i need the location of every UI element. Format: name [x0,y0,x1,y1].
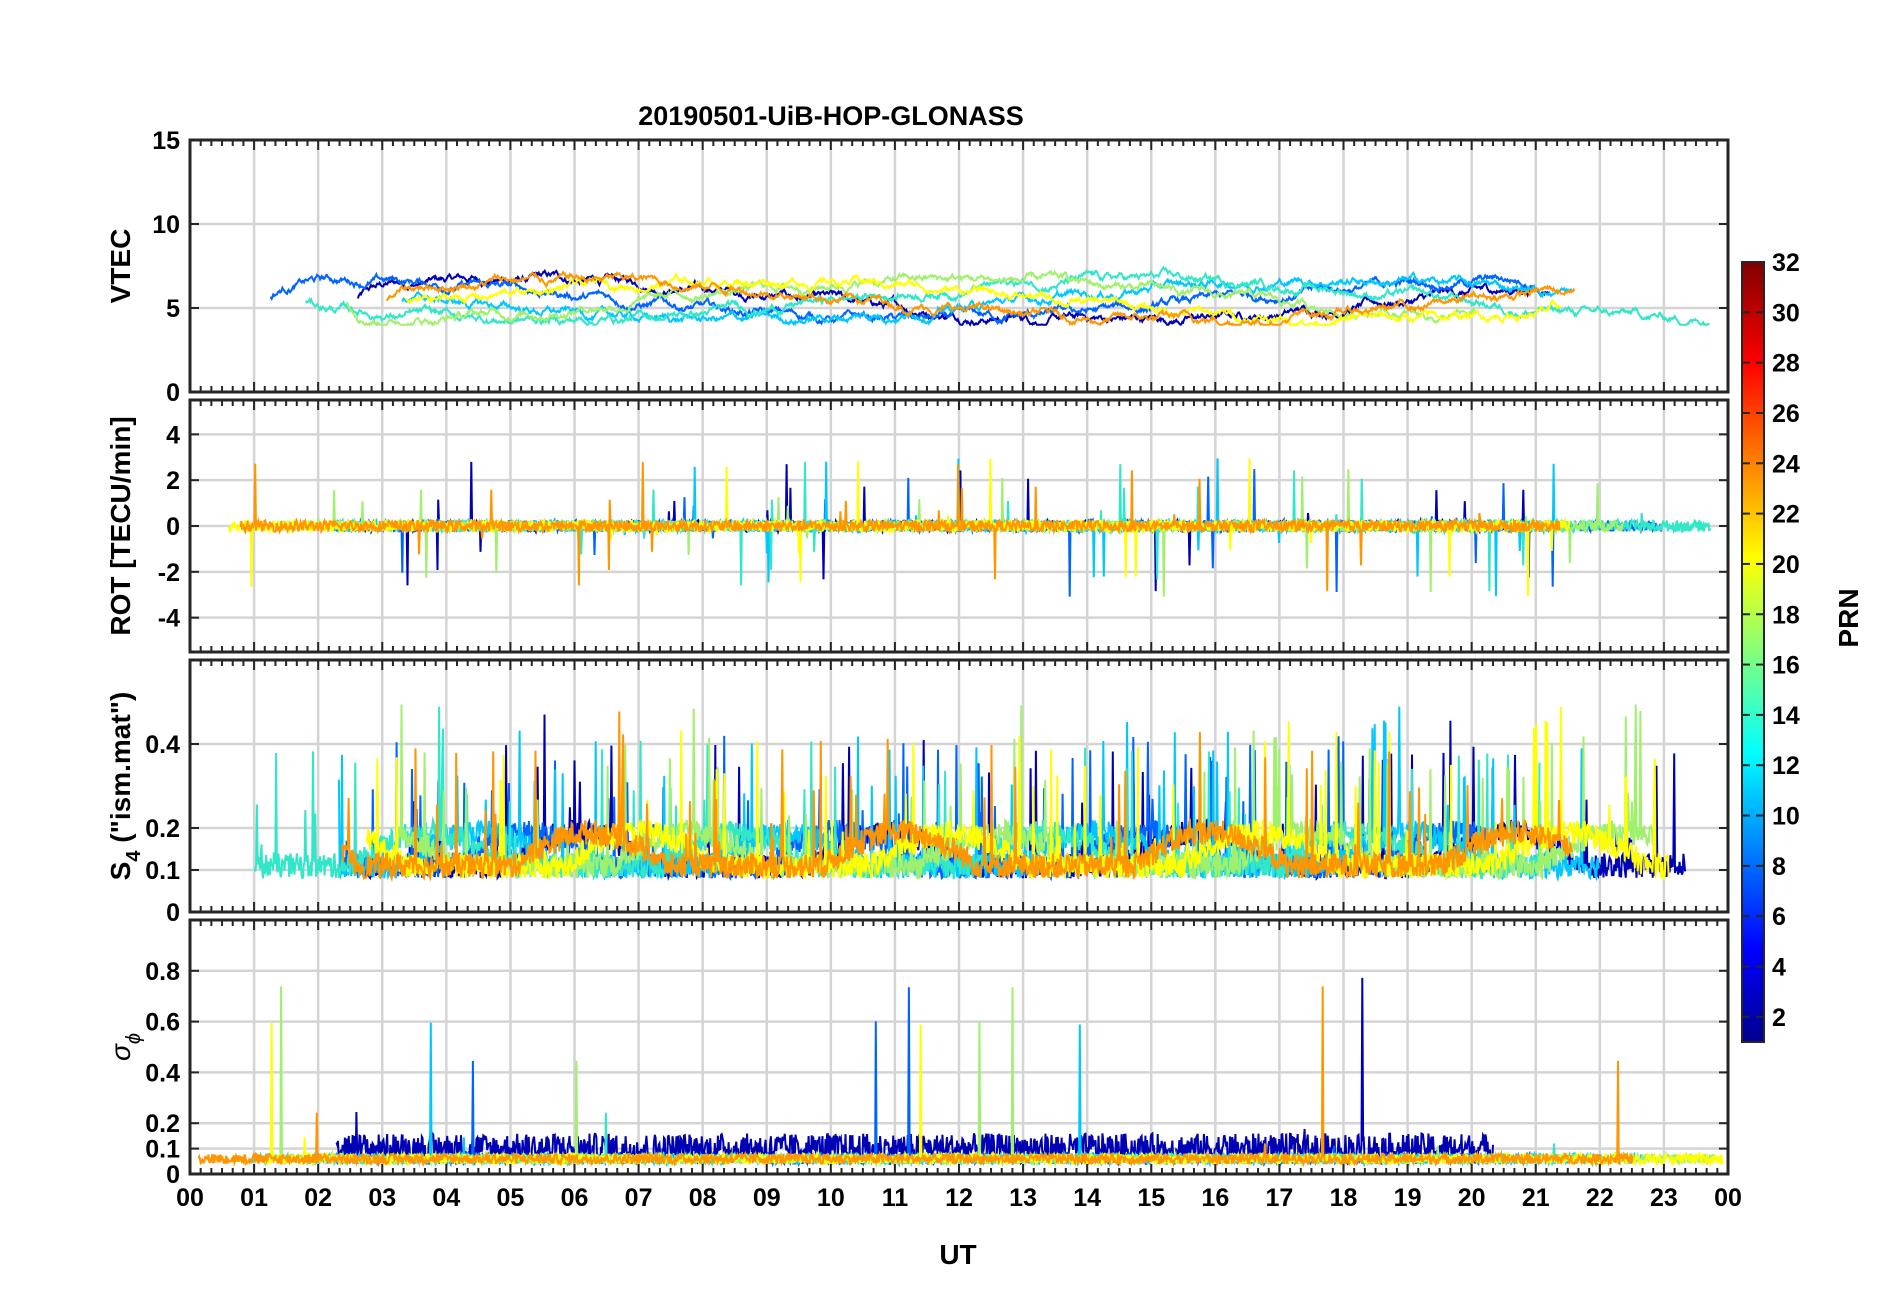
panel-frame-s4 [188,658,1730,914]
xtick-label: 12 [945,1184,973,1212]
ytick-label-s4: 0.2 [145,815,180,843]
colorbar-tick-label: 8 [1772,853,1786,881]
colorbar-tick-label: 20 [1772,551,1800,579]
panel-rot: -4 -2 0 2 4 ROT [TECU/min] [105,398,1730,654]
ytick-label-sigma_phi: 0.2 [145,1110,180,1138]
xtick-label: 23 [1650,1184,1678,1212]
xtick-label: 02 [304,1184,332,1212]
colorbar-tick-label: 28 [1772,350,1800,378]
panel-vtec: 0 5 10 15 VTEC [105,127,1730,407]
ytick-label-rot: 4 [166,421,180,449]
ytick-label-sigma_phi: 0 [166,1161,180,1189]
series-line-s4 [395,704,1656,882]
panel-sigma_phi: 00.10.2 0.4 0.6 0.8 σϕ [105,918,1730,1189]
ylabel-sigma_phi: σϕ [105,1033,145,1061]
ylabel-s4: S4 ("ism.mat") [105,692,145,881]
xtick-label: 17 [1266,1184,1294,1212]
ytick-label-sigma_phi: 0.8 [145,958,180,986]
colorbar-tick-label: 10 [1772,803,1800,831]
xtick-label: 19 [1394,1184,1422,1212]
colorbar-gradient [1741,261,1765,1043]
ytick-label-sigma_phi: 0.6 [145,1009,180,1037]
xtick-label: 13 [1009,1184,1037,1212]
series-line-sigma_phi [197,986,1634,1168]
xtick-label: 15 [1137,1184,1165,1212]
colorbar-tick-label: 24 [1772,450,1800,478]
series-line-sigma_phi [277,986,1715,1168]
colorbar-tick-label: 18 [1772,601,1800,629]
colorbar-tick-label: 4 [1772,954,1786,982]
ylabel-rot: ROT [TECU/min] [105,416,136,635]
xtick-label: 06 [561,1184,589,1212]
series-line-s4 [341,711,1574,883]
ytick-label-vtec: 0 [166,379,180,407]
series-group-rot [228,458,1712,597]
series-group-vtec [269,265,1710,327]
xtick-label: 03 [368,1184,396,1212]
panel-frame-vtec [188,138,1730,394]
ytick-label-sigma_phi: 0.4 [145,1059,180,1087]
xtick-label: 14 [1073,1184,1101,1212]
ytick-label-rot: 0 [166,513,180,541]
xtick-label: 04 [432,1184,460,1212]
ylabel-vtec: VTEC [105,229,136,304]
xtick-label: 22 [1586,1184,1614,1212]
panel-s4: 0 0.1 0.2 0.4S4 ("ism.mat") [105,658,1730,927]
series-line-rot [239,461,1561,592]
colorbar-label: PRN [1833,588,1864,647]
xtick-label: 00 [176,1184,204,1212]
xtick-label: 16 [1201,1184,1229,1212]
colorbar-tick-label: 6 [1772,903,1786,931]
xtick-label: 20 [1458,1184,1486,1212]
colorbar-tick-label: 16 [1772,652,1800,680]
colorbar-tick-label: 2 [1772,1004,1786,1032]
ytick-label-vtec: 10 [152,211,180,239]
x-axis-label: UT [939,1239,976,1270]
chart-title: 20190501-UiB-HOP-GLONASS [638,101,1024,131]
xtick-label: 01 [240,1184,268,1212]
ytick-label-s4: 0 [166,899,180,927]
xtick-label: 00 [1714,1184,1742,1212]
colorbar-tick-label: 14 [1772,702,1800,730]
ytick-label-rot: 2 [166,467,180,495]
series-line-vtec [401,270,1574,327]
xtick-label: 08 [689,1184,717,1212]
panel-frame-sigma_phi [188,918,1730,1176]
series-group-sigma_phi [197,977,1724,1168]
series-line-vtec [346,269,1477,327]
series-line-vtec [386,270,1576,327]
series-line-rot [334,469,1664,597]
xtick-label: 18 [1330,1184,1358,1212]
series-group-s4 [253,704,1687,883]
ytick-label-vtec: 15 [152,127,180,155]
colorbar-tick-label: 26 [1772,400,1800,428]
colorbar-tick-label: 22 [1772,501,1800,529]
ytick-label-sigma_phi: 0.1 [145,1136,180,1164]
ytick-label-rot: -2 [158,559,180,587]
ytick-label-s4: 0.4 [145,731,180,759]
panel-frame-rot [188,398,1730,654]
xtick-label: 07 [625,1184,653,1212]
colorbar-tick-label: 32 [1772,249,1800,277]
xtick-label: 09 [753,1184,781,1212]
colorbar-tick-label: 30 [1772,299,1800,327]
ytick-label-vtec: 5 [166,295,180,323]
xtick-label: 10 [817,1184,845,1212]
ytick-label-s4: 0.1 [145,857,180,885]
ytick-label-rot: -4 [158,605,180,633]
xtick-label: 05 [497,1184,525,1212]
xtick-label: 21 [1522,1184,1550,1212]
colorbar-tick-label: 12 [1772,752,1800,780]
xtick-label: 11 [882,1184,909,1212]
